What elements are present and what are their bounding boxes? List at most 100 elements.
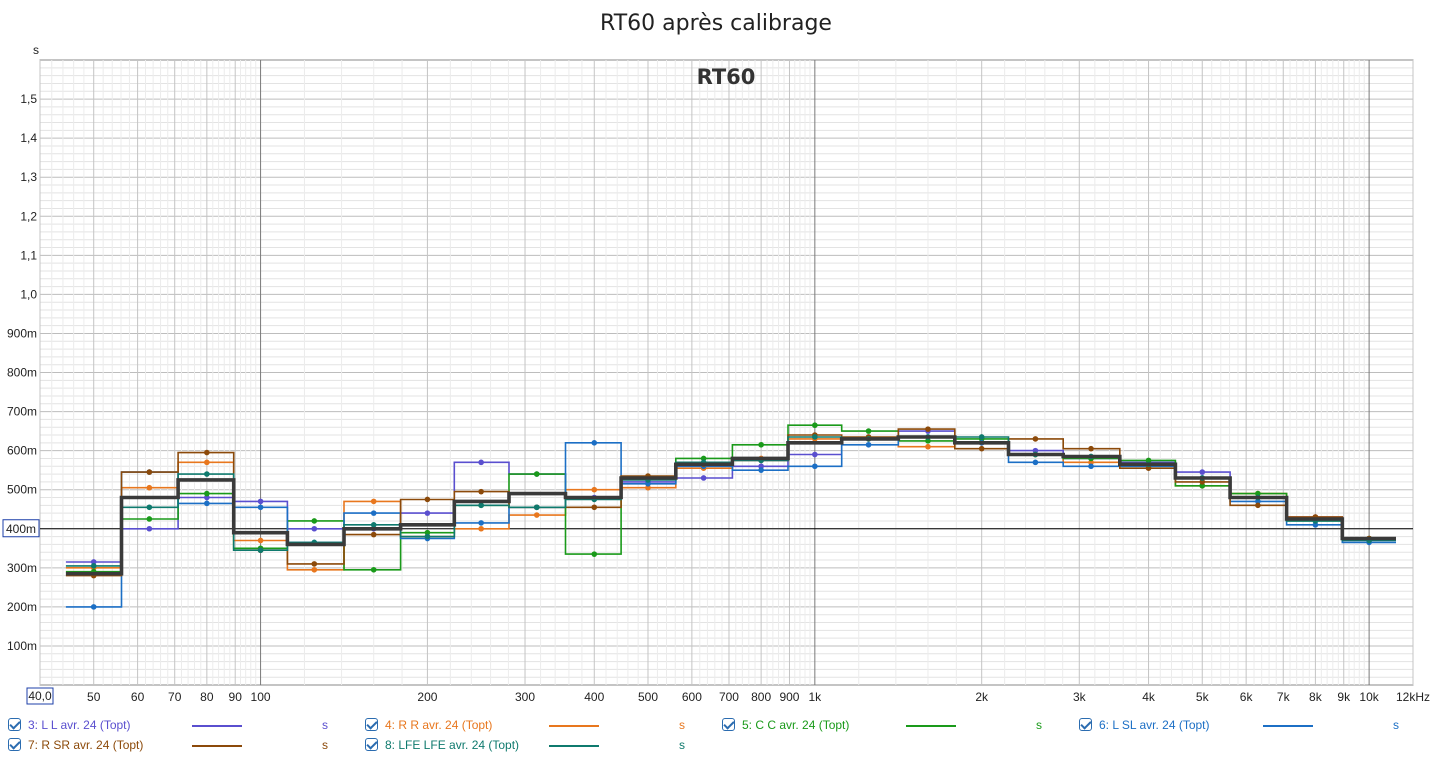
- data-point: [758, 467, 764, 473]
- chart-title: RT60 après calibrage: [600, 11, 832, 36]
- y-tick-label: 700m: [7, 405, 37, 419]
- data-point: [146, 525, 153, 532]
- y-tick-label: 900m: [7, 326, 37, 340]
- rt60-chart: RT60 après calibrage s 400m 100m 200m 300m 5…: [2, 11, 1430, 705]
- legend-unit: s: [679, 738, 685, 752]
- data-point: [865, 428, 872, 434]
- legend-item-ch3[interactable]: 3: L L avr. 24 (Topt) s: [8, 716, 338, 736]
- x-tick-label: 900: [779, 690, 799, 704]
- x-tick-label: 6k: [1240, 690, 1254, 704]
- data-point: [311, 561, 318, 567]
- data-point: [311, 518, 318, 524]
- data-point: [978, 445, 985, 452]
- data-point: [978, 434, 985, 440]
- x-tick-label: 50: [87, 690, 101, 704]
- x-tick-label: 300: [515, 690, 535, 704]
- x-tick-label: 12kHz: [1396, 690, 1430, 704]
- legend-swatch: [192, 725, 242, 727]
- data-point: [1255, 498, 1261, 505]
- x-tick-label: 2k: [975, 690, 989, 704]
- data-point: [370, 531, 377, 538]
- data-point: [146, 484, 153, 491]
- x-tick-label: 800: [751, 690, 771, 704]
- x-tick-label: 70: [168, 690, 182, 704]
- legend-unit: s: [322, 718, 328, 732]
- legend-label: 7: R SR avr. 24 (Topt): [28, 738, 144, 752]
- x-tick-label: 10k: [1359, 690, 1379, 704]
- legend-item-ch4[interactable]: 4: R R avr. 24 (Topt) s: [365, 716, 695, 736]
- y-unit-label: s: [33, 43, 39, 57]
- data-point: [591, 486, 598, 493]
- legend-item-ch6[interactable]: 6: L SL avr. 24 (Topt) s: [1079, 716, 1409, 736]
- data-point: [257, 504, 264, 511]
- legend-item-ch7[interactable]: 7: R SR avr. 24 (Topt) s: [8, 736, 338, 756]
- data-point: [257, 537, 264, 544]
- legend-unit: s: [1036, 718, 1042, 732]
- data-point: [1255, 502, 1261, 509]
- data-point: [925, 443, 931, 450]
- data-point: [204, 459, 210, 466]
- data-point: [257, 547, 264, 554]
- x-tick-label: 7k: [1277, 690, 1291, 704]
- data-point: [478, 525, 484, 532]
- data-point: [645, 481, 651, 487]
- legend-swatch: [192, 745, 242, 747]
- data-point: [146, 504, 153, 511]
- x-tick-label: 4k: [1142, 690, 1156, 704]
- data-point: [424, 510, 431, 516]
- data-point: [370, 498, 377, 505]
- data-point: [865, 441, 872, 448]
- data-point: [1145, 457, 1152, 464]
- x-tick-label: 8k: [1309, 690, 1323, 704]
- x-tick-label: 60: [131, 690, 145, 704]
- checkbox-icon[interactable]: [8, 738, 21, 751]
- data-point: [1088, 445, 1094, 452]
- y-tick-label: 1,5: [20, 92, 37, 106]
- data-point: [533, 512, 540, 518]
- checkbox-icon[interactable]: [722, 718, 735, 731]
- legend-item-ch8[interactable]: 8: LFE LFE avr. 24 (Topt) s: [365, 736, 695, 756]
- y-tick-label: 1,2: [20, 209, 37, 223]
- data-point: [90, 604, 97, 610]
- data-point: [591, 504, 598, 511]
- checkbox-icon[interactable]: [1079, 718, 1092, 731]
- data-point: [925, 426, 931, 432]
- data-point: [424, 533, 431, 540]
- y-tick-label: 100m: [7, 639, 37, 653]
- data-point: [591, 440, 598, 446]
- y-tick-label: 600m: [7, 444, 37, 458]
- data-point: [1032, 459, 1039, 466]
- legend-label: 6: L SL avr. 24 (Topt): [1099, 718, 1210, 732]
- y-tick-label: 1,1: [20, 248, 37, 262]
- data-point: [204, 449, 210, 456]
- data-point: [1145, 465, 1152, 472]
- x-tick-label: 700: [719, 690, 739, 704]
- legend-unit: s: [679, 718, 685, 732]
- data-point: [1255, 490, 1261, 497]
- data-point: [370, 510, 377, 516]
- x-tick-label: 3k: [1073, 690, 1087, 704]
- legend-swatch: [549, 725, 599, 727]
- data-point: [370, 566, 377, 573]
- x-tick-label: 600: [682, 690, 702, 704]
- data-point: [1199, 469, 1206, 475]
- checkbox-icon[interactable]: [8, 718, 21, 731]
- data-point: [533, 471, 540, 477]
- data-point: [758, 463, 764, 470]
- data-point: [645, 484, 651, 491]
- plot-inner-title: RT60: [697, 65, 756, 89]
- data-point: [478, 520, 484, 526]
- data-point: [1312, 522, 1319, 528]
- legend-swatch: [1263, 725, 1313, 727]
- data-point: [1088, 463, 1094, 470]
- checkbox-icon[interactable]: [365, 738, 378, 751]
- checkbox-icon[interactable]: [365, 718, 378, 731]
- grid: [39, 60, 1414, 685]
- data-point: [311, 525, 318, 532]
- y-tick-label: 1,0: [20, 287, 37, 301]
- legend-unit: s: [1393, 718, 1399, 732]
- legend-item-ch5[interactable]: 5: C C avr. 24 (Topt) s: [722, 716, 1052, 736]
- data-point: [1199, 479, 1206, 485]
- x-tick-label: 40,0: [28, 689, 52, 703]
- data-point: [812, 451, 818, 458]
